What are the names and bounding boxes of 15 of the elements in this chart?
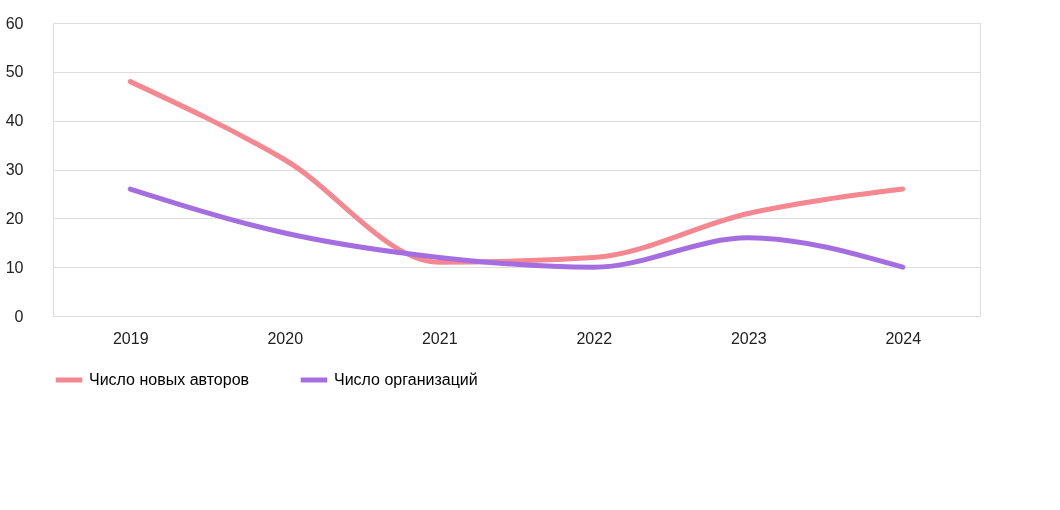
x-tick-label: 2023 — [730, 329, 767, 347]
y-tick-label: 60 — [5, 14, 24, 32]
x-tick-label: 2019 — [112, 329, 149, 347]
y-tick-label: 50 — [5, 63, 24, 81]
x-tick-label: 2024 — [885, 329, 922, 347]
x-tick-label: 2020 — [267, 329, 304, 347]
y-tick-label: 10 — [5, 258, 24, 276]
x-tick-label: 2021 — [421, 329, 458, 347]
y-tick-label: 40 — [5, 112, 24, 130]
y-tick-label: 30 — [5, 161, 24, 178]
legend-label: Число новых авторов — [89, 371, 250, 388]
y-tick-label: 0 — [14, 307, 24, 325]
y-tick-label: 20 — [5, 209, 24, 227]
x-tick-label: 2022 — [576, 329, 613, 347]
legend-label: Число организаций — [334, 371, 478, 388]
